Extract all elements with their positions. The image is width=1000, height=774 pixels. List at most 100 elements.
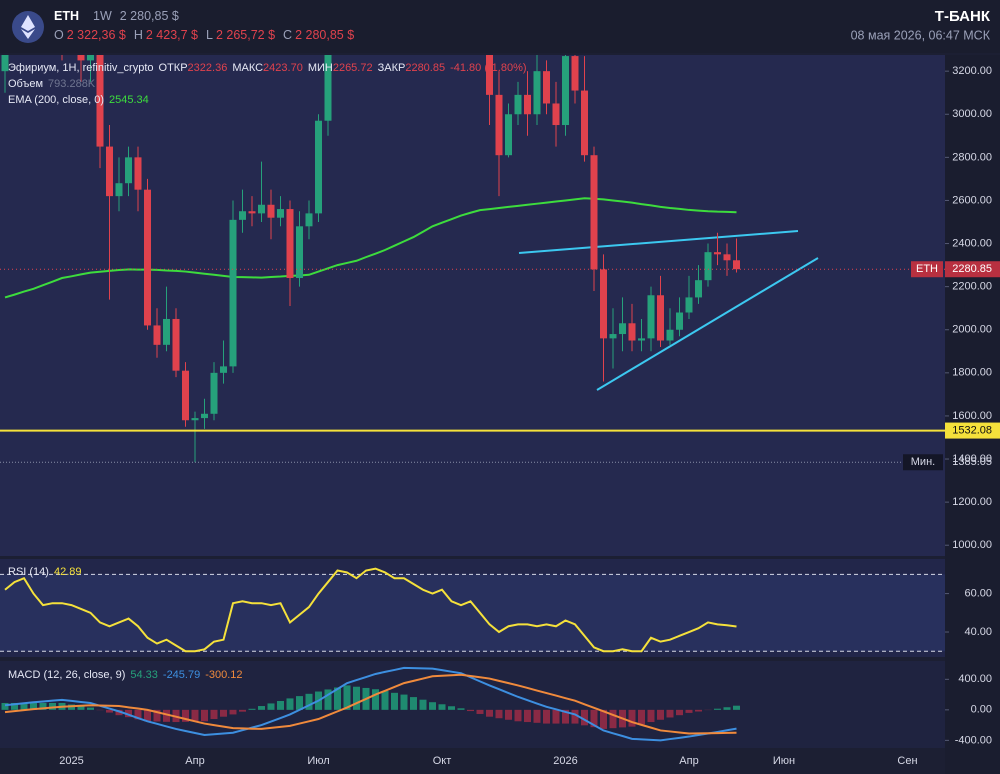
y-tick-label: 2000.00 [952,324,992,336]
candle-body [657,295,664,341]
histogram-bar [495,709,503,719]
candle-body [495,94,503,156]
histogram-bar [1,702,9,710]
histogram-bar [391,692,398,710]
histogram-bar [286,698,294,710]
histogram-bar [438,704,446,710]
y-tick-label: 3200.00 [952,65,992,77]
rsi-legend: RSI (14) 42.89 [8,566,82,578]
trendline [518,230,799,254]
candle-body [695,280,702,298]
histogram-bar [353,686,360,710]
candle-body [524,94,531,115]
candle-body [533,71,541,115]
x-tick-label: Апр [679,755,698,767]
header-line: ETH 1W 2 280,85 $ [54,9,179,23]
ohlc-key: H [134,28,143,42]
histogram-bar [571,709,579,724]
x-tick-label: Окт [433,755,452,767]
candle-body [191,418,199,421]
macd-legend: MACD (12, 26, close, 9) 54.33 -245.79 -300.… [8,669,243,681]
legend-value: 2280.85 [405,62,445,74]
eth-logo [21,15,35,39]
rsi-band [0,574,945,652]
y-tick-label: 1600.00 [952,410,992,422]
candle-body [581,90,588,156]
histogram-bar [666,709,674,718]
legend-name: Эфириум, 1Н, refinitiv_crypto [8,62,154,74]
x-tick-label: Сен [897,755,917,767]
histogram-bar [467,709,474,712]
price-panel [0,55,945,556]
ema-name: EMA (200, close, 0) [8,94,104,106]
candle-body [163,318,170,345]
histogram-bar [657,709,664,720]
candle-body [77,55,85,61]
histogram-bar [324,689,332,710]
min-badge [903,454,943,471]
rsi-value: 42.89 [54,566,82,578]
ema-legend: EMA (200, close, 0) 2545.34 [8,94,149,106]
candle-body [685,297,693,313]
candle-body [486,55,493,95]
candle-body [1,55,9,72]
signal-line [4,673,737,735]
histogram-bar [77,706,85,710]
legend-value: 2322.36 [188,62,228,74]
candle-body [514,94,522,115]
x-tick-label: 2026 [553,755,577,767]
histogram-bar [543,709,550,724]
y-tick-label: 2400.00 [952,237,992,249]
candle-body [239,211,246,220]
legend-key: МАКС [232,62,263,74]
volume-value: 793.288K [48,78,96,90]
histogram-bar [457,708,465,710]
histogram-bar [277,700,284,710]
x-tick-label: Июл [307,755,329,767]
min-label: Мин. [911,456,935,468]
level-value: 1532.08 [952,424,992,436]
volume-key: Объем [8,78,43,90]
price-axis [945,55,1000,774]
macd-line [4,666,737,742]
histogram-bar [476,709,484,714]
candle-body [552,103,560,126]
histogram-bar [381,690,389,710]
candle-body [229,219,237,367]
legend-value: 2265.72 [333,62,373,74]
histogram-bar [628,709,636,727]
ohlc-key: L [206,28,213,42]
histogram-bar [20,702,28,710]
candle-body [571,56,579,91]
y-tick-label: 40.00 [964,626,992,638]
candle-body [248,211,256,214]
candle-body [714,252,721,255]
histogram-bar [49,702,56,710]
histogram-bar [400,694,408,710]
y-tick-label: 3000.00 [952,108,992,120]
legend-line: Эфириум, 1Н, refinitiv_crypto ОТКР2322.36… [8,62,527,74]
histogram-bar [600,709,607,729]
candle-body [590,155,598,270]
x-tick-label: 2025 [59,755,83,767]
x-tick-label: Апр [185,755,204,767]
y-tick-label: 2200.00 [952,281,992,293]
last-price-symbol: ETH [916,263,938,275]
trendline [596,257,819,391]
histogram-bar [533,709,541,723]
candle-body [277,209,284,218]
volume-line: Объем 793.288K [8,78,96,90]
rsi-name: RSI (14) [8,566,49,578]
histogram-bar [11,702,18,710]
candle-body [115,183,123,197]
histogram-bar [372,689,379,710]
rsi-line [4,567,737,653]
histogram-bar [248,708,256,710]
histogram-bar [429,702,436,710]
histogram-bar [410,697,417,710]
candle-body [286,209,294,279]
histogram-bar [201,709,208,722]
y-tick-label: 1800.00 [952,367,992,379]
histogram-bar [144,709,151,722]
